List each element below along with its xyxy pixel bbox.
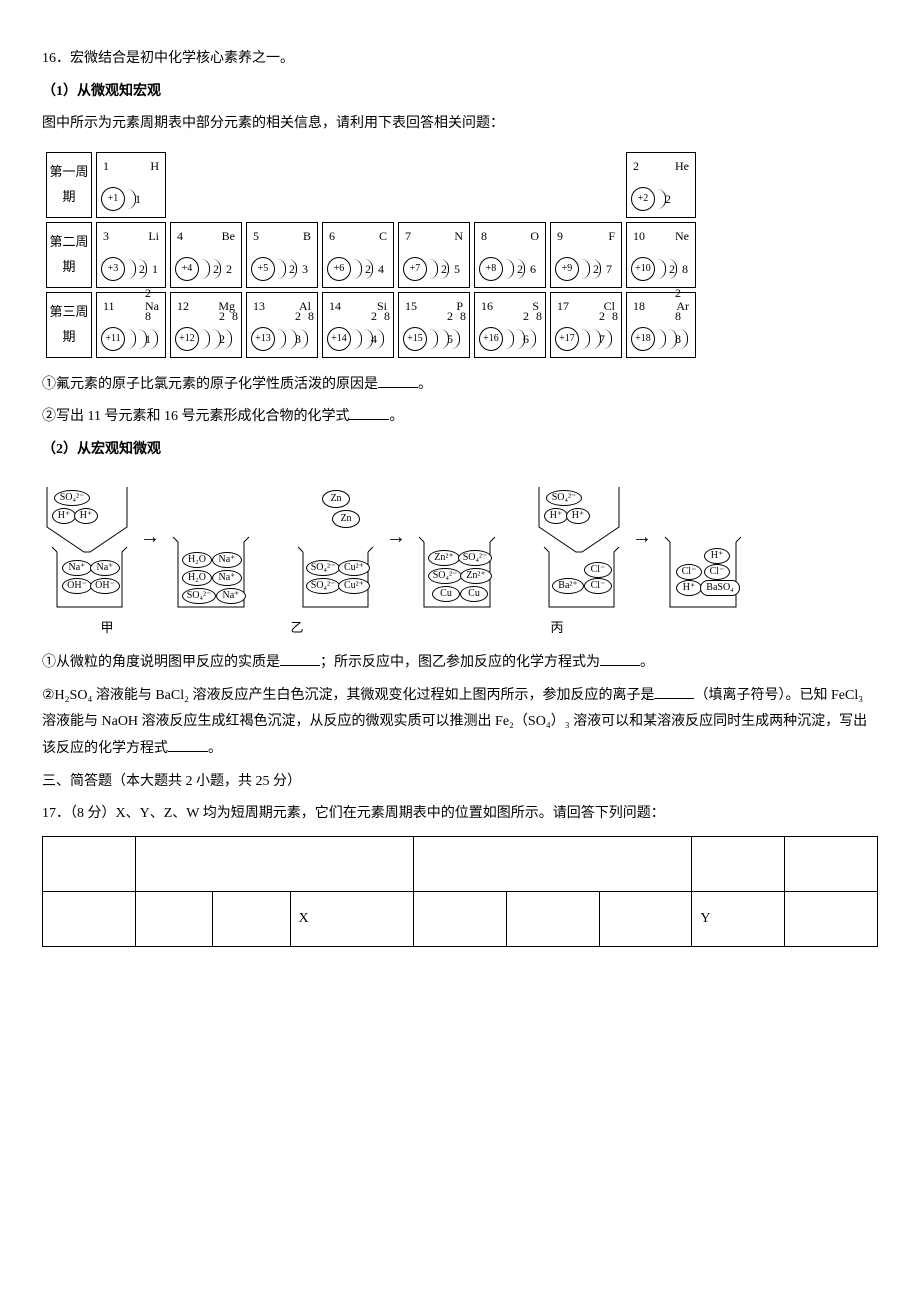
beaker-c-pour: SO₄²⁻ H⁺ H⁺ Cl⁻ Ba²⁺ Cl⁻ xyxy=(534,482,624,612)
period-2-label: 第二周期 xyxy=(46,222,92,288)
cell-x: X xyxy=(290,891,414,946)
elem-n: 7N+72 5 xyxy=(398,222,470,288)
arrow-icon: → xyxy=(140,518,160,576)
q16-sub2: ②写出 11 号元素和 16 号元素形成化合物的化学式。 xyxy=(42,404,878,431)
arrow-icon: → xyxy=(632,518,652,576)
xyzw-table: XY xyxy=(42,836,878,947)
elem-ne: 10Ne+102 8 xyxy=(626,222,696,288)
elem-o: 8O+82 6 xyxy=(474,222,546,288)
elem-cl: 17Cl+172 8 7 xyxy=(550,292,622,358)
period-3-label: 第三周期 xyxy=(46,292,92,358)
q17-stem: 17．（8 分）X、Y、Z、W 均为短周期元素，它们在元素周期表中的位置如图所示… xyxy=(42,801,878,828)
q16-part1-desc: 图中所示为元素周期表中部分元素的相关信息，请利用下表回答相关问题： xyxy=(42,111,878,138)
beaker-labels: 甲 乙 丙 xyxy=(42,616,878,641)
elem-ar: 18Ar+182 8 8 xyxy=(626,292,696,358)
beaker-c-result: H⁺ Cl⁻ Cl⁻ H⁺ BaSO₄ xyxy=(660,532,746,612)
elem-p: 15P+152 8 5 xyxy=(398,292,470,358)
section-3-heading: 三、简答题（本大题共 2 小题，共 25 分） xyxy=(42,769,878,796)
elem-h: 1H+11 xyxy=(96,152,166,218)
elem-si: 14Si+142 8 4 xyxy=(322,292,394,358)
elem-mg: 12Mg+122 8 2 xyxy=(170,292,242,358)
q16-intro: 16．宏微结合是初中化学核心素养之一。 xyxy=(42,46,878,73)
cell-y: Y xyxy=(692,891,785,946)
elem-s: 16S+162 8 6 xyxy=(474,292,546,358)
beaker-a-pour: SO₄²⁻ H⁺ H⁺ Na⁺ Na⁺ OH⁻ OH⁻ xyxy=(42,482,132,612)
elem-be: 4Be+42 2 xyxy=(170,222,242,288)
q16-sub1: ①氟元素的原子比氯元素的原子化学性质活泼的原因是。 xyxy=(42,372,878,399)
q16-p2-q1: ①从微粒的角度说明图甲反应的实质是；所示反应中，图乙参加反应的化学方程式为。 xyxy=(42,650,878,677)
beaker-a-result: H₂O Na⁺ H₂O Na⁺ SO₄²⁻ Na⁺ xyxy=(168,532,254,612)
periodic-table: 第一周期 1H+11 2He+22 第二周期3Li+32 14Be+42 25B… xyxy=(42,148,700,362)
q16-part1-title: （1）从微观知宏观 xyxy=(42,79,878,106)
elem-c: 6C+62 4 xyxy=(322,222,394,288)
arrow-icon: → xyxy=(386,518,406,576)
beaker-diagrams: SO₄²⁻ H⁺ H⁺ Na⁺ Na⁺ OH⁻ OH⁻ → H₂O Na⁺ H₂… xyxy=(42,482,878,612)
beaker-b-pour: Zn Zn SO₄²⁻ Cu²⁺ SO₄²⁻ Cu²⁺ xyxy=(288,482,378,612)
beaker-b-result: Zn²⁺ SO₄²⁻ SO₄²⁻ Zn²⁺ Cu Cu xyxy=(414,532,500,612)
elem-b: 5B+52 3 xyxy=(246,222,318,288)
elem-he: 2He+22 xyxy=(626,152,696,218)
q16-part2-title: （2）从宏观知微观 xyxy=(42,437,878,464)
elem-f: 9F+92 7 xyxy=(550,222,622,288)
period-1-label: 第一周期 xyxy=(46,152,92,218)
elem-na: 11Na+112 8 1 xyxy=(96,292,166,358)
elem-li: 3Li+32 1 xyxy=(96,222,166,288)
q16-p2-q2: ②H₂SO₄ 溶液能与 BaCl₂ 溶液反应产生白色沉淀，其微观变化过程如上图丙… xyxy=(42,683,878,763)
elem-al: 13Al+132 8 3 xyxy=(246,292,318,358)
